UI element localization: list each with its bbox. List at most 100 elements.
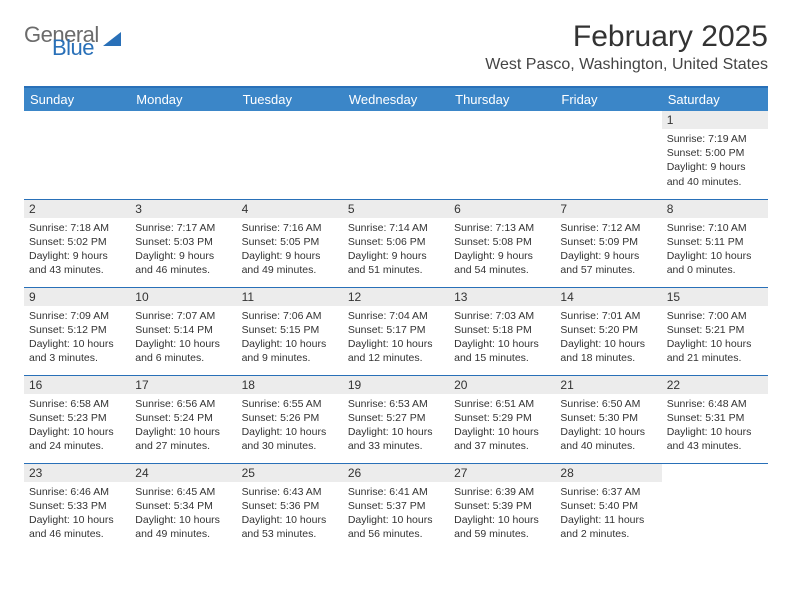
calendar-cell: 22Sunrise: 6:48 AMSunset: 5:31 PMDayligh… [662,375,768,463]
day-number: 22 [662,376,768,394]
col-saturday: Saturday [662,87,768,111]
col-tuesday: Tuesday [237,87,343,111]
day-info: Sunrise: 6:58 AMSunset: 5:23 PMDaylight:… [24,394,130,458]
calendar-cell: 6Sunrise: 7:13 AMSunset: 5:08 PMDaylight… [449,199,555,287]
day-number: 24 [130,464,236,482]
day-info: Sunrise: 7:10 AMSunset: 5:11 PMDaylight:… [662,218,768,282]
day-number: 2 [24,200,130,218]
calendar-week-row: 16Sunrise: 6:58 AMSunset: 5:23 PMDayligh… [24,375,768,463]
calendar-week-row: 1Sunrise: 7:19 AMSunset: 5:00 PMDaylight… [24,111,768,199]
calendar-week-row: 23Sunrise: 6:46 AMSunset: 5:33 PMDayligh… [24,463,768,551]
weekday-header-row: Sunday Monday Tuesday Wednesday Thursday… [24,87,768,111]
day-info: Sunrise: 6:46 AMSunset: 5:33 PMDaylight:… [24,482,130,546]
day-number: 16 [24,376,130,394]
calendar-cell [130,111,236,199]
day-number: 7 [555,200,661,218]
calendar-cell: 24Sunrise: 6:45 AMSunset: 5:34 PMDayligh… [130,463,236,551]
day-number: 28 [555,464,661,482]
day-info: Sunrise: 7:06 AMSunset: 5:15 PMDaylight:… [237,306,343,370]
calendar-cell [555,111,661,199]
calendar-cell [343,111,449,199]
calendar-cell: 13Sunrise: 7:03 AMSunset: 5:18 PMDayligh… [449,287,555,375]
calendar-cell: 12Sunrise: 7:04 AMSunset: 5:17 PMDayligh… [343,287,449,375]
day-number: 4 [237,200,343,218]
col-friday: Friday [555,87,661,111]
col-monday: Monday [130,87,236,111]
calendar-cell: 14Sunrise: 7:01 AMSunset: 5:20 PMDayligh… [555,287,661,375]
day-number: 3 [130,200,236,218]
calendar-cell: 10Sunrise: 7:07 AMSunset: 5:14 PMDayligh… [130,287,236,375]
day-number: 1 [662,111,768,129]
col-sunday: Sunday [24,87,130,111]
calendar-cell: 7Sunrise: 7:12 AMSunset: 5:09 PMDaylight… [555,199,661,287]
day-info: Sunrise: 6:43 AMSunset: 5:36 PMDaylight:… [237,482,343,546]
day-number: 17 [130,376,236,394]
calendar-cell: 20Sunrise: 6:51 AMSunset: 5:29 PMDayligh… [449,375,555,463]
day-info: Sunrise: 7:17 AMSunset: 5:03 PMDaylight:… [130,218,236,282]
day-info: Sunrise: 6:50 AMSunset: 5:30 PMDaylight:… [555,394,661,458]
logo-word2: Blue [52,39,99,58]
day-info: Sunrise: 6:51 AMSunset: 5:29 PMDaylight:… [449,394,555,458]
day-info: Sunrise: 7:01 AMSunset: 5:20 PMDaylight:… [555,306,661,370]
day-info: Sunrise: 6:37 AMSunset: 5:40 PMDaylight:… [555,482,661,546]
day-number: 11 [237,288,343,306]
day-number: 27 [449,464,555,482]
calendar-cell: 23Sunrise: 6:46 AMSunset: 5:33 PMDayligh… [24,463,130,551]
day-info: Sunrise: 6:45 AMSunset: 5:34 PMDaylight:… [130,482,236,546]
day-info: Sunrise: 7:12 AMSunset: 5:09 PMDaylight:… [555,218,661,282]
day-info: Sunrise: 7:18 AMSunset: 5:02 PMDaylight:… [24,218,130,282]
day-info: Sunrise: 6:48 AMSunset: 5:31 PMDaylight:… [662,394,768,458]
calendar-cell: 11Sunrise: 7:06 AMSunset: 5:15 PMDayligh… [237,287,343,375]
day-number: 9 [24,288,130,306]
calendar-cell: 27Sunrise: 6:39 AMSunset: 5:39 PMDayligh… [449,463,555,551]
calendar-cell: 25Sunrise: 6:43 AMSunset: 5:36 PMDayligh… [237,463,343,551]
day-info: Sunrise: 6:53 AMSunset: 5:27 PMDaylight:… [343,394,449,458]
calendar-cell: 28Sunrise: 6:37 AMSunset: 5:40 PMDayligh… [555,463,661,551]
day-info: Sunrise: 7:16 AMSunset: 5:05 PMDaylight:… [237,218,343,282]
day-number: 19 [343,376,449,394]
day-number: 10 [130,288,236,306]
calendar-cell: 8Sunrise: 7:10 AMSunset: 5:11 PMDaylight… [662,199,768,287]
logo-sail-icon [103,32,121,46]
day-info: Sunrise: 7:07 AMSunset: 5:14 PMDaylight:… [130,306,236,370]
col-wednesday: Wednesday [343,87,449,111]
calendar-week-row: 9Sunrise: 7:09 AMSunset: 5:12 PMDaylight… [24,287,768,375]
day-number: 14 [555,288,661,306]
calendar-cell: 21Sunrise: 6:50 AMSunset: 5:30 PMDayligh… [555,375,661,463]
location-subtitle: West Pasco, Washington, United States [485,56,768,74]
calendar-cell [662,463,768,551]
day-number: 5 [343,200,449,218]
calendar-cell: 19Sunrise: 6:53 AMSunset: 5:27 PMDayligh… [343,375,449,463]
day-info: Sunrise: 7:00 AMSunset: 5:21 PMDaylight:… [662,306,768,370]
calendar-cell: 15Sunrise: 7:00 AMSunset: 5:21 PMDayligh… [662,287,768,375]
day-number: 6 [449,200,555,218]
calendar-cell: 16Sunrise: 6:58 AMSunset: 5:23 PMDayligh… [24,375,130,463]
calendar-cell: 3Sunrise: 7:17 AMSunset: 5:03 PMDaylight… [130,199,236,287]
calendar-cell [237,111,343,199]
day-number: 21 [555,376,661,394]
calendar-week-row: 2Sunrise: 7:18 AMSunset: 5:02 PMDaylight… [24,199,768,287]
day-number: 23 [24,464,130,482]
day-info: Sunrise: 7:03 AMSunset: 5:18 PMDaylight:… [449,306,555,370]
day-info: Sunrise: 6:39 AMSunset: 5:39 PMDaylight:… [449,482,555,546]
day-number: 25 [237,464,343,482]
calendar-cell [449,111,555,199]
day-number: 18 [237,376,343,394]
calendar-cell: 17Sunrise: 6:56 AMSunset: 5:24 PMDayligh… [130,375,236,463]
calendar-table: Sunday Monday Tuesday Wednesday Thursday… [24,86,768,551]
header: General Blue February 2025 West Pasco, W… [24,20,768,74]
day-number: 8 [662,200,768,218]
day-number: 12 [343,288,449,306]
calendar-cell: 2Sunrise: 7:18 AMSunset: 5:02 PMDaylight… [24,199,130,287]
calendar-cell: 1Sunrise: 7:19 AMSunset: 5:00 PMDaylight… [662,111,768,199]
calendar-cell [24,111,130,199]
day-info: Sunrise: 6:56 AMSunset: 5:24 PMDaylight:… [130,394,236,458]
day-info: Sunrise: 7:14 AMSunset: 5:06 PMDaylight:… [343,218,449,282]
day-info: Sunrise: 7:19 AMSunset: 5:00 PMDaylight:… [662,129,768,193]
calendar-cell: 4Sunrise: 7:16 AMSunset: 5:05 PMDaylight… [237,199,343,287]
day-info: Sunrise: 7:09 AMSunset: 5:12 PMDaylight:… [24,306,130,370]
day-number: 13 [449,288,555,306]
calendar-cell: 26Sunrise: 6:41 AMSunset: 5:37 PMDayligh… [343,463,449,551]
day-number: 20 [449,376,555,394]
day-info: Sunrise: 7:04 AMSunset: 5:17 PMDaylight:… [343,306,449,370]
